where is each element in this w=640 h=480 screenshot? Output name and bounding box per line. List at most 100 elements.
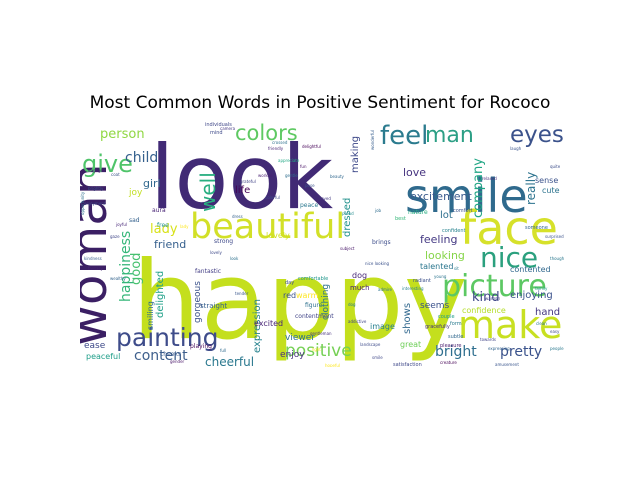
- cloud-word-dressed: dressed: [342, 198, 353, 237]
- cloud-word-subject: subject: [340, 246, 355, 251]
- cloud-word-figure: figure: [305, 302, 323, 309]
- cloud-word-tender: tender: [235, 291, 249, 296]
- cloud-word-clothing: clothing: [321, 284, 331, 320]
- cloud-word-lot: lot: [440, 210, 453, 221]
- cloud-word-peaceful: peaceful: [86, 352, 120, 361]
- chart-title: Most Common Words in Positive Sentiment …: [89, 93, 551, 113]
- cloud-word-clean: clean: [536, 321, 547, 326]
- cloud-word-really: really: [524, 172, 538, 205]
- cloud-word-easy: easy: [550, 329, 560, 334]
- cloud-word-confident: confident: [442, 228, 466, 234]
- cloud-word-smile: smile: [372, 355, 383, 360]
- cloud-word-dog: dog: [352, 271, 367, 280]
- cloud-word-aura: aura: [152, 207, 166, 214]
- cloud-word-good: good: [129, 253, 144, 285]
- cloud-word-pleasure: pleasure: [440, 343, 462, 349]
- cloud-word-kind: kind: [472, 290, 500, 305]
- cloud-word-warmth: warmth: [485, 296, 501, 301]
- cloud-word-company: company: [471, 158, 486, 218]
- cloud-word-playing: playing: [190, 343, 212, 350]
- cloud-word-love: love: [403, 166, 426, 179]
- cloud-word-camera: camera: [220, 126, 236, 131]
- cloud-word-hand: hand: [535, 307, 560, 318]
- cloud-word-talented: talented: [420, 262, 453, 271]
- cloud-word-cheeks: cheeks: [160, 351, 181, 358]
- cloud-word-gracefully: gracefully: [425, 324, 450, 330]
- cloud-word-best: best: [395, 216, 406, 222]
- cloud-word-great: great: [400, 340, 421, 349]
- cloud-word-gorgeous: gorgeous: [193, 281, 203, 323]
- cloud-word-wealthy: wealthy: [110, 276, 126, 281]
- cloud-word-girl: girl: [143, 177, 161, 190]
- cloud-word-seems: seems: [420, 301, 450, 311]
- cloud-word-worked: worked: [258, 173, 273, 178]
- cloud-word-subtle: subtle: [448, 334, 463, 340]
- cloud-word-red: red: [283, 291, 296, 300]
- cloud-word-confidence: confidence: [462, 306, 506, 315]
- cloud-word-comfortable: comfortable: [298, 276, 328, 282]
- cloud-word-enjoyment: enjoyment: [84, 201, 106, 206]
- cloud-word-someone: someone: [525, 225, 548, 231]
- cloud-word-grateful: grateful: [240, 179, 256, 184]
- cloud-word-excited: excited: [254, 319, 283, 328]
- cloud-word-delightful: delightful: [302, 144, 321, 149]
- cloud-word-nice-looking: nice looking: [365, 261, 390, 266]
- cloud-word-image: image: [370, 322, 395, 331]
- cloud-word-joy: joy: [128, 188, 143, 198]
- cloud-word-addictive: addictive: [348, 319, 367, 324]
- cloud-word-wonderful: wonderful: [370, 130, 375, 150]
- cloud-word-crossed: crossed: [272, 140, 288, 145]
- cloud-word-brightly: brightly: [88, 186, 104, 191]
- cloud-word-appreciate: appreciate: [278, 158, 300, 163]
- cloud-word-people: people: [550, 346, 564, 351]
- cloud-word-expressing: expressing: [488, 346, 510, 351]
- cloud-word-cheerful: cheerful: [205, 355, 254, 367]
- cloud-word-relaxed: relaxed: [482, 176, 497, 181]
- cloud-word-give: give: [82, 150, 133, 178]
- cloud-word-enjoy: enjoy: [280, 350, 305, 360]
- cloud-word-lady: lady: [180, 224, 189, 229]
- cloud-word-colors: colors: [235, 121, 298, 145]
- cloud-word-looking: looking: [425, 249, 465, 262]
- cloud-word-peace: peace: [300, 202, 318, 209]
- cloud-word-beauty: beauty: [330, 174, 345, 179]
- cloud-word-though: though: [550, 256, 565, 261]
- cloud-word-painting: painting: [116, 323, 218, 352]
- cloud-word-sad: sad: [129, 217, 140, 224]
- cloud-word-enjoying: enjoying: [510, 290, 553, 301]
- cloud-word-lady: lady: [150, 222, 178, 237]
- cloud-word-happiness: happiness: [118, 231, 134, 302]
- cloud-word-amusement: amusement: [495, 362, 519, 367]
- cloud-word-lovely: lovely: [266, 231, 290, 240]
- cloud-word-make: make: [458, 303, 562, 347]
- cloud-word-proud: proud: [342, 211, 354, 216]
- cloud-word-look: look: [230, 256, 239, 261]
- cloud-word-colorful: colorful: [265, 195, 280, 200]
- cloud-word-opportunity: opportunity: [80, 191, 85, 215]
- cloud-word-woman: woman: [80, 163, 118, 346]
- cloud-word-content: content: [134, 348, 188, 364]
- cloud-word-shows: shows: [402, 303, 413, 334]
- cloud-word-face: face: [460, 201, 558, 255]
- cloud-word-excitement: excitement: [410, 190, 473, 203]
- cloud-word-positive: positive: [285, 341, 352, 361]
- cloud-word-nature: nature: [408, 209, 428, 216]
- cloud-word-towards: towards: [480, 337, 496, 342]
- cloud-word-loved: loved: [320, 196, 331, 201]
- cloud-word-fantasy: fantasy: [88, 266, 103, 271]
- cloud-word-quite: quite: [550, 164, 561, 169]
- cloud-word-look: look: [150, 126, 333, 229]
- cloud-word-lovely: lovely: [210, 250, 222, 255]
- cloud-word-dog: dog: [348, 302, 356, 307]
- cloud-word-light: light: [312, 347, 321, 352]
- cloud-word-kindness: kindness: [84, 256, 102, 261]
- cloud-word-feeling: feeling: [420, 233, 457, 246]
- cloud-word-pretty: pretty: [500, 344, 542, 360]
- cloud-word-beautiful: beautiful: [190, 207, 345, 247]
- cloud-word-contentment: contentment: [295, 313, 334, 320]
- cloud-word-gentle: gentle: [285, 173, 298, 178]
- cloud-word-job: job: [374, 208, 382, 213]
- cloud-word-fun: fun: [300, 164, 307, 169]
